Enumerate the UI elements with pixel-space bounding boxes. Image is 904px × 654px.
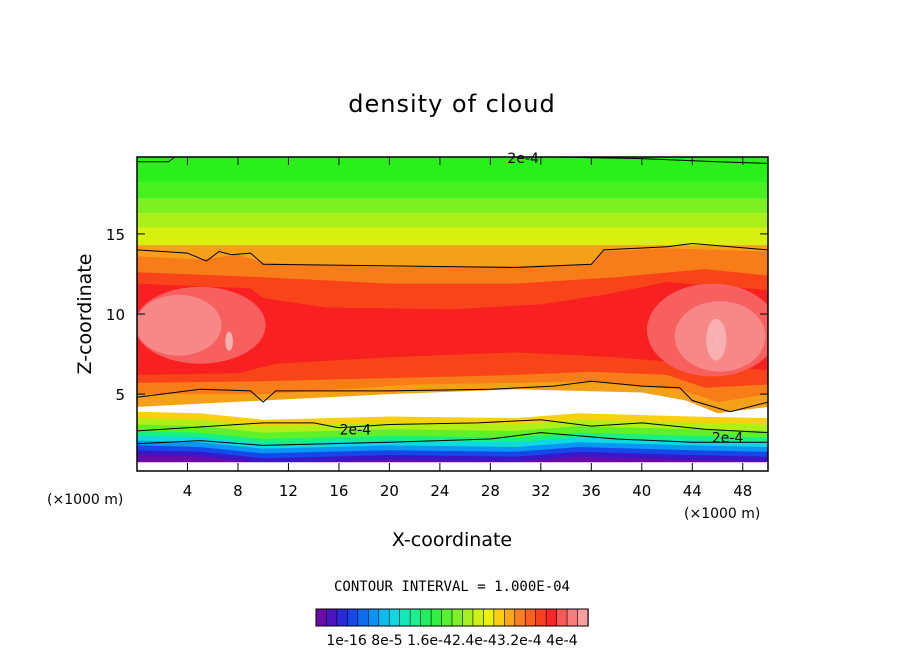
x-unit-left: (×1000 m) [47, 492, 123, 508]
field-band-green-top [137, 157, 768, 183]
colorbar-swatch [378, 608, 390, 627]
field-core-left-inner [137, 294, 222, 356]
contour-interval-text: CONTOUR INTERVAL = 1.000E-04 [334, 579, 570, 595]
colorbar-swatch [368, 608, 380, 627]
x-axis-title: X-coordinate [392, 529, 512, 551]
y-tick-label: 10 [106, 306, 125, 324]
contour-labels: 2e-4 2e-4 2e-4 [340, 151, 744, 447]
colorbar-swatch [347, 608, 359, 627]
colorbar-swatch [493, 608, 506, 627]
colorbar-swatch [420, 608, 432, 627]
contour-line-lower [137, 380, 768, 413]
x-tick-label: 40 [632, 482, 651, 500]
contour-label: 2e-4 [340, 422, 372, 438]
field-band-yellowgreen [137, 198, 768, 214]
y-axis-ticks: 5 10 15 [106, 226, 768, 404]
field-core-right-peak [706, 318, 727, 361]
contour-line-top-left [137, 157, 176, 163]
colorbar-tick-labels: 1e-16 8e-5 1.6e-42.4e-43.2e-4 4e-4 [326, 633, 577, 649]
colorbar-swatch [504, 608, 516, 627]
colorbar-swatch [409, 608, 422, 627]
contour-lines [137, 157, 768, 446]
x-tick-label: 12 [279, 482, 298, 500]
y-axis-title: Z-coordinate [74, 254, 96, 375]
colorbar-swatch [514, 608, 526, 627]
colorbar [315, 608, 589, 627]
x-tick-label: 36 [582, 482, 601, 500]
colorbar-frame [315, 608, 589, 627]
colorbar-swatch [336, 608, 349, 627]
contour-line-base [137, 432, 768, 446]
colorbar-swatch [430, 608, 443, 627]
colorbar-swatch [566, 608, 579, 627]
x-tick-label: 4 [183, 482, 193, 500]
x-tick-label: 28 [481, 482, 500, 500]
x-tick-label: 24 [430, 482, 449, 500]
field-band-red [137, 282, 768, 375]
field-blank-bottom [137, 462, 768, 471]
field-band-lime [137, 213, 768, 228]
x-axis-ticks: 4 8 12 16 20 24 28 32 36 40 44 48 [183, 157, 752, 500]
colorbar-swatch [315, 608, 328, 627]
field-core-left-peak [225, 331, 233, 351]
x-tick-label: 32 [531, 482, 550, 500]
y-tick-label: 5 [115, 386, 125, 404]
x-unit-right: (×1000 m) [684, 506, 760, 522]
contour-label: 2e-4 [712, 430, 744, 446]
colorbar-swatch [545, 608, 558, 627]
colorbar-swatch [577, 608, 589, 627]
contour-field [137, 157, 768, 471]
colorbar-swatch [483, 608, 495, 627]
colorbar-swatch [357, 608, 370, 627]
colorbar-swatch [441, 608, 453, 627]
x-tick-label: 8 [233, 482, 243, 500]
field-band-green [137, 182, 768, 199]
contour-line-upper [137, 242, 768, 269]
colorbar-swatch [326, 608, 338, 627]
colorbar-swatch [451, 608, 464, 627]
x-tick-label: 20 [380, 482, 399, 500]
colorbar-swatch [388, 608, 401, 627]
x-tick-label: 16 [329, 482, 348, 500]
chart-title: density of cloud [348, 90, 555, 118]
field-band-yellow [137, 227, 768, 246]
colorbar-swatch [472, 608, 485, 627]
contour-line-2e-4-low [137, 419, 768, 434]
colorbar-swatch [462, 608, 474, 627]
x-tick-label: 44 [683, 482, 702, 500]
colorbar-swatch [399, 608, 411, 627]
colorbar-swatch [535, 608, 547, 627]
x-tick-label: 48 [733, 482, 752, 500]
y-tick-label: 15 [106, 226, 125, 244]
colorbar-swatch [556, 608, 568, 627]
colorbar-swatch [524, 608, 537, 627]
contour-label: 2e-4 [507, 151, 539, 167]
